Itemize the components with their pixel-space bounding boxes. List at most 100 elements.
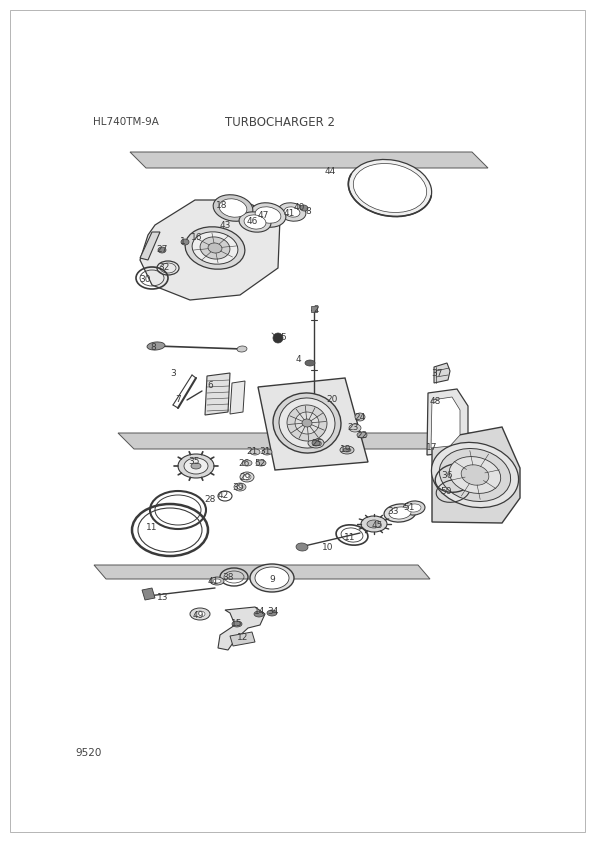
Polygon shape	[118, 433, 496, 449]
Text: 36: 36	[441, 472, 453, 481]
Ellipse shape	[185, 226, 245, 269]
Ellipse shape	[300, 205, 308, 211]
Ellipse shape	[348, 159, 431, 216]
Ellipse shape	[192, 232, 238, 264]
Ellipse shape	[278, 203, 306, 221]
Text: 13: 13	[157, 593, 169, 601]
Ellipse shape	[349, 424, 361, 432]
Polygon shape	[94, 565, 430, 579]
Text: 7: 7	[175, 396, 181, 404]
Text: 8: 8	[150, 343, 156, 351]
Text: 42: 42	[217, 491, 228, 499]
Text: 16: 16	[191, 232, 203, 242]
Text: 34: 34	[267, 607, 278, 616]
Text: 29: 29	[239, 472, 250, 482]
Text: 9: 9	[269, 575, 275, 584]
Ellipse shape	[279, 398, 335, 448]
Polygon shape	[140, 200, 280, 300]
Polygon shape	[230, 632, 255, 646]
Ellipse shape	[213, 195, 253, 221]
Text: 51: 51	[403, 503, 415, 511]
Ellipse shape	[244, 215, 266, 229]
Polygon shape	[205, 373, 230, 415]
Text: HL740TM-9A: HL740TM-9A	[93, 117, 159, 127]
Text: 6: 6	[207, 381, 213, 390]
Polygon shape	[140, 232, 160, 260]
Polygon shape	[142, 588, 155, 600]
Text: 47: 47	[257, 210, 269, 220]
Ellipse shape	[287, 405, 327, 441]
Ellipse shape	[208, 243, 222, 253]
Text: 11: 11	[146, 524, 158, 532]
Text: 23: 23	[347, 424, 359, 433]
Ellipse shape	[273, 393, 341, 453]
Polygon shape	[432, 427, 520, 523]
Text: 19: 19	[340, 445, 352, 455]
Text: 9520: 9520	[75, 748, 101, 758]
Ellipse shape	[200, 237, 230, 259]
Text: 52: 52	[254, 459, 266, 467]
Text: 12: 12	[237, 632, 249, 642]
Ellipse shape	[254, 611, 264, 617]
Text: 48: 48	[430, 397, 441, 407]
Polygon shape	[427, 389, 468, 455]
Ellipse shape	[355, 413, 365, 421]
Text: 2: 2	[313, 306, 319, 315]
Ellipse shape	[353, 163, 427, 212]
Text: 40: 40	[293, 204, 305, 212]
Text: 4: 4	[295, 355, 301, 365]
Ellipse shape	[461, 465, 489, 485]
Ellipse shape	[250, 203, 286, 227]
Polygon shape	[130, 152, 488, 168]
Text: 15: 15	[231, 620, 243, 628]
Text: 3: 3	[170, 369, 176, 377]
Polygon shape	[230, 381, 245, 414]
Text: 21: 21	[246, 447, 258, 456]
Ellipse shape	[308, 438, 324, 448]
Text: 17: 17	[426, 444, 438, 452]
Text: 24: 24	[355, 413, 365, 423]
Text: 38: 38	[223, 573, 234, 582]
Text: TURBOCHARGER 2: TURBOCHARGER 2	[225, 115, 335, 129]
Ellipse shape	[237, 485, 243, 489]
Text: 37: 37	[431, 370, 443, 379]
Ellipse shape	[431, 442, 519, 508]
Ellipse shape	[267, 610, 277, 616]
Ellipse shape	[250, 449, 260, 455]
Text: 27: 27	[156, 246, 168, 254]
Text: 43: 43	[220, 221, 231, 230]
Text: 45: 45	[371, 520, 383, 530]
Text: 14: 14	[254, 607, 266, 616]
Ellipse shape	[256, 460, 266, 466]
Ellipse shape	[384, 504, 416, 522]
Ellipse shape	[232, 621, 242, 627]
Text: 50: 50	[440, 488, 452, 497]
Text: 10: 10	[322, 542, 334, 552]
Ellipse shape	[195, 611, 205, 617]
Text: 30: 30	[139, 275, 151, 285]
Ellipse shape	[302, 419, 312, 427]
Text: 18: 18	[216, 200, 228, 210]
Ellipse shape	[240, 472, 254, 482]
Text: 11: 11	[345, 534, 356, 542]
Text: 5: 5	[280, 333, 286, 342]
Polygon shape	[431, 397, 460, 448]
Polygon shape	[311, 306, 317, 312]
Text: 31: 31	[259, 447, 271, 456]
Text: 41: 41	[283, 210, 295, 219]
Text: 28: 28	[204, 495, 216, 504]
Text: 32: 32	[158, 264, 170, 273]
Polygon shape	[258, 378, 368, 470]
Ellipse shape	[250, 564, 294, 592]
Ellipse shape	[367, 520, 381, 528]
Ellipse shape	[284, 207, 300, 217]
Text: 20: 20	[326, 396, 338, 404]
Ellipse shape	[255, 207, 281, 223]
Ellipse shape	[357, 432, 367, 438]
Ellipse shape	[191, 463, 201, 469]
Text: 44: 44	[324, 168, 336, 177]
Ellipse shape	[312, 440, 320, 446]
Polygon shape	[434, 363, 450, 383]
Ellipse shape	[237, 346, 247, 352]
Ellipse shape	[343, 448, 351, 452]
